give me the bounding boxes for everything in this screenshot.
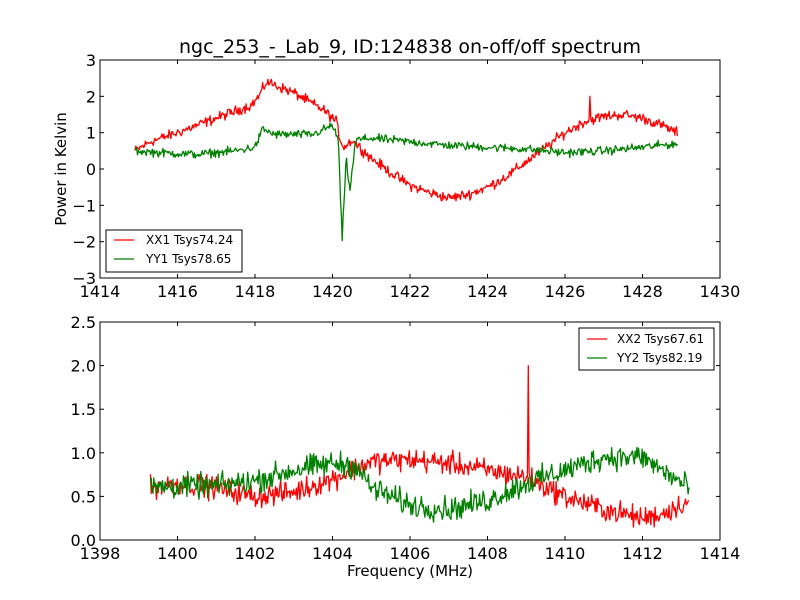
legend-label-yy1: YY1 Tsys78.65 <box>145 252 231 266</box>
series-line-xx1 <box>134 78 679 202</box>
bottom-y-tick-label: 0.5 <box>71 487 96 506</box>
bottom-x-tick-label: 1412 <box>622 544 663 563</box>
top-x-tick-label: 1420 <box>312 282 353 301</box>
legend-label-yy2: YY2 Tsys82.19 <box>616 351 702 365</box>
top-x-tick-label: 1418 <box>235 282 276 301</box>
top-y-tick-label: 2 <box>86 87 96 106</box>
bottom-axes: 1398 1400 1402 1404 1406 1408 1410 1412 1414 0.0 0… <box>71 313 741 580</box>
top-x-tick-label: 1416 <box>157 282 198 301</box>
bottom-axes-ticks: 1398 1400 1402 1404 1406 1408 1410 1412 1414 0.0 0… <box>71 313 741 563</box>
bottom-y-tick-label: 1.5 <box>71 400 96 419</box>
legend-label-xx2: XX2 Tsys67.61 <box>617 332 704 346</box>
top-plot-lines <box>134 78 679 242</box>
bottom-y-tick-label: 2.0 <box>71 357 96 376</box>
top-legend-box <box>105 229 243 273</box>
top-y-tick-label: −3 <box>72 269 96 288</box>
top-axes: 1414 1416 1418 1420 1422 1424 1426 1428 1430 −3 −2… <box>52 51 740 301</box>
top-axes-ticks: 1414 1416 1418 1420 1422 1424 1426 1428 1430 −3 −2… <box>72 51 740 301</box>
series-line-xx2 <box>149 364 690 528</box>
chart-title: ngc_253_-_Lab_9, ID:124838 on-off/off sp… <box>179 36 641 58</box>
legend-label-xx1: XX1 Tsys74.24 <box>146 233 233 247</box>
top-x-tick-label: 1422 <box>390 282 431 301</box>
bottom-x-tick-label: 1404 <box>312 544 353 563</box>
x-axis-label: Frequency (MHz) <box>347 562 473 580</box>
top-y-tick-label: 1 <box>86 124 96 143</box>
top-y-axis-label: Power in Kelvin <box>52 112 70 226</box>
bottom-x-tick-label: 1398 <box>80 544 121 563</box>
bottom-x-tick-label: 1402 <box>235 544 276 563</box>
series-line-yy2 <box>149 446 690 523</box>
top-x-tick-label: 1414 <box>80 282 121 301</box>
top-x-tick-label: 1430 <box>700 282 741 301</box>
bottom-x-tick-label: 1400 <box>157 544 198 563</box>
bottom-x-tick-label: 1410 <box>545 544 586 563</box>
top-x-tick-label: 1426 <box>545 282 586 301</box>
bottom-y-tick-label: 0.0 <box>71 531 96 550</box>
top-y-tick-label: −1 <box>72 196 96 215</box>
top-x-tick-label: 1424 <box>467 282 508 301</box>
top-y-tick-label: 0 <box>86 160 96 179</box>
bottom-y-tick-label: 1.0 <box>71 444 96 463</box>
bottom-x-tick-label: 1406 <box>390 544 431 563</box>
series-line-yy1 <box>134 122 678 242</box>
top-y-tick-label: −2 <box>72 233 96 252</box>
top-y-tick-label: 3 <box>86 51 96 70</box>
bottom-plot-lines <box>149 364 690 528</box>
top-legend: XX1 Tsys74.24 YY1 Tsys78.65 <box>105 229 243 273</box>
bottom-legend-box <box>578 327 715 371</box>
bottom-x-tick-label: 1408 <box>467 544 508 563</box>
bottom-y-tick-label: 2.5 <box>71 313 96 332</box>
bottom-legend: XX2 Tsys67.61 YY2 Tsys82.19 <box>578 327 715 371</box>
bottom-x-tick-label: 1414 <box>700 544 741 563</box>
top-x-tick-label: 1428 <box>622 282 663 301</box>
